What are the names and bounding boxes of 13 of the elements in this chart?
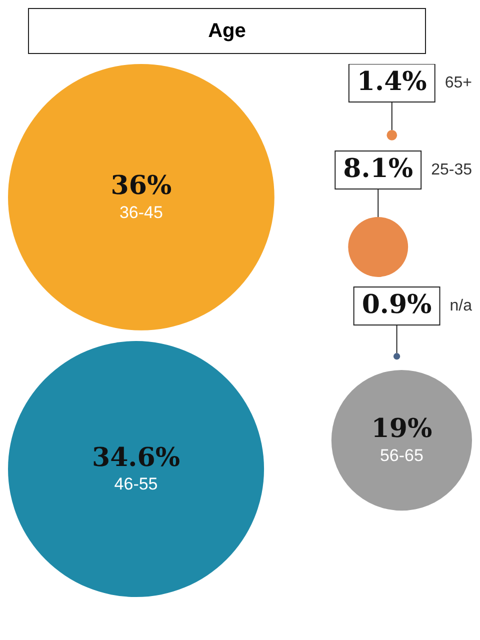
- data-label: 34.6%: [92, 442, 180, 473]
- category-label: 25-35: [431, 161, 472, 178]
- category-label: 46-55: [114, 474, 158, 494]
- data-label: 8.1%: [343, 154, 414, 184]
- category-label: 36-45: [119, 202, 163, 222]
- text: Age: [28, 8, 426, 54]
- category-label: 65+: [444, 74, 472, 92]
- category-label: n/a: [450, 297, 472, 314]
- category-label: 56-65: [380, 446, 424, 465]
- data-label: 19%: [371, 414, 432, 444]
- data-label: 1.4%: [356, 66, 428, 97]
- data-label: 36%: [110, 170, 172, 201]
- data-label: 0.9%: [362, 290, 432, 320]
